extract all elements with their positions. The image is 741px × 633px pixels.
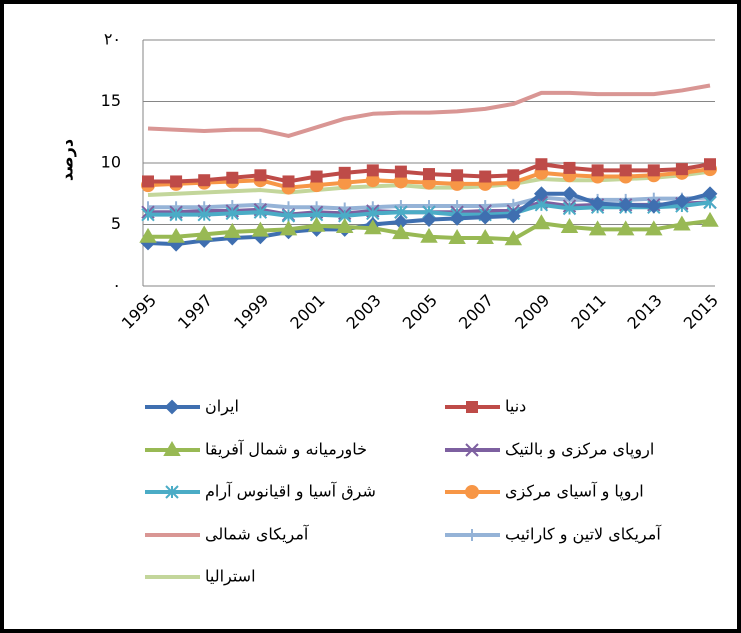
marker [251,221,270,237]
marker [139,227,157,243]
marker [451,169,464,182]
series [147,83,711,138]
marker [476,229,494,245]
marker [226,171,239,184]
marker [588,220,607,236]
legend-label: خاورمیانه و شمال آفریقا [205,440,367,460]
marker [704,158,716,171]
marker [198,174,211,187]
marker [702,186,718,202]
marker [254,169,267,182]
marker [535,158,548,171]
legend-label: ایران [205,397,239,417]
marker [532,214,551,230]
legend-item: دنیا [445,397,526,416]
marker [163,441,181,456]
legend-item: اروپا و آسیای مرکزی [445,482,644,502]
legend-label: آمریکای شمالی [205,525,310,545]
marker [645,220,663,236]
marker [673,215,691,231]
marker [225,206,240,221]
legend-label: آمریکای لاتین و کارائیب [505,525,662,545]
legend-item: استرالیا [145,567,256,587]
marker [310,170,323,183]
marker [647,164,660,177]
marker [674,193,690,209]
y-tick-label: 10 [101,153,121,172]
marker [307,216,326,232]
legend-label: استرالیا [205,567,256,587]
marker [618,197,634,213]
marker [169,207,183,222]
marker [562,186,577,202]
legend-item: شرق آسیا و اقیانوس آرام [145,482,376,502]
marker [164,399,180,415]
marker [646,198,662,214]
marker [591,164,604,177]
marker [335,217,354,233]
marker [253,205,268,219]
marker [170,175,183,188]
marker [619,164,632,177]
marker [392,224,410,240]
marker [338,166,351,179]
marker [563,161,576,174]
marker [477,209,493,225]
marker [560,217,579,233]
y-tick-label: 15 [101,91,121,110]
marker [394,165,407,178]
legend-item: آمریکای شمالی [145,525,310,545]
legend-item: خاورمیانه و شمال آفریقا [145,440,367,460]
legend-label: شرق آسیا و اقیانوس آرام [205,482,376,502]
y-tick-label: 5 [111,214,121,233]
marker [223,222,242,238]
series [139,211,719,246]
y-tick-label: ۰ [112,276,121,295]
marker [466,401,478,413]
marker [616,220,635,236]
legend-item: آمریکای لاتین و کارائیب [445,525,662,545]
marker [421,212,437,227]
line [147,83,711,138]
legend-label: اروپای مرکزی و بالتیک [505,440,654,460]
marker [533,186,549,202]
marker [165,485,179,499]
marker [281,209,296,223]
marker [562,201,577,216]
marker [504,230,523,246]
marker [282,175,295,188]
marker [449,210,465,226]
marker [364,219,382,235]
marker [507,169,520,182]
marker [167,227,185,243]
legend-item: ایران [145,397,239,417]
marker [448,229,466,245]
legend-item: اروپای مرکزی و بالتیک [445,440,654,460]
marker [505,208,521,224]
marker [197,207,211,222]
legend-label: اروپا و آسیای مرکزی [505,482,644,502]
marker [423,168,435,181]
marker [675,163,688,176]
y-axis-title: درصد [58,139,77,181]
marker [195,225,213,241]
y-tick-label: ۲۰ [104,30,121,49]
series [142,158,716,188]
legend-label: دنیا [505,397,526,416]
marker [701,211,719,227]
marker [366,164,379,177]
marker [279,220,298,236]
marker [420,227,438,243]
marker [141,207,155,222]
marker [465,443,479,457]
marker [465,485,479,499]
marker [590,196,606,212]
marker [142,175,154,188]
marker [479,170,492,183]
